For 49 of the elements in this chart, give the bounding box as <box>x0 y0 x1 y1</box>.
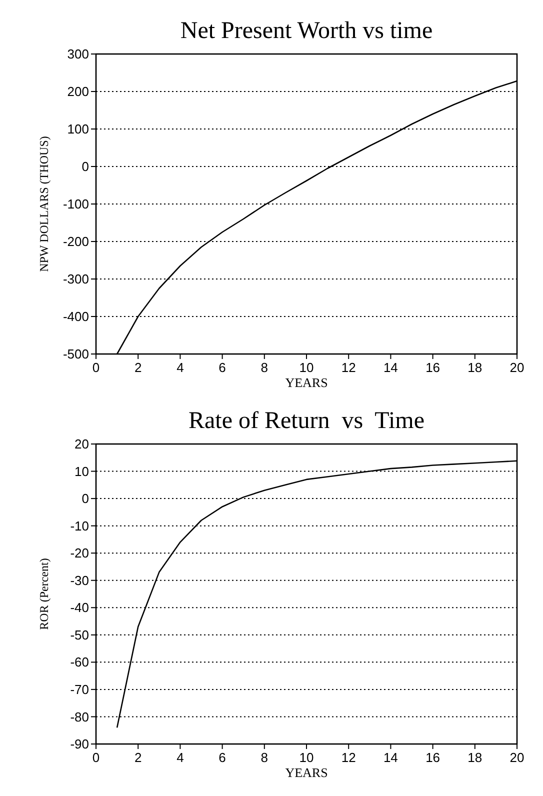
y-tick-label: -80 <box>70 709 89 724</box>
y-tick-label: -20 <box>70 546 89 561</box>
x-tick-label: 6 <box>218 360 226 375</box>
x-tick-label: 20 <box>510 360 524 375</box>
y-tick-label: -60 <box>70 654 89 670</box>
x-tick-label: 2 <box>134 360 142 375</box>
x-tick-label: 4 <box>176 360 184 375</box>
x-tick-label: 6 <box>218 750 226 765</box>
x-tick-label: 8 <box>260 750 268 765</box>
y-tick-label: -400 <box>62 309 89 324</box>
x-tick-label: 14 <box>383 360 398 375</box>
y-tick-label: -300 <box>62 272 89 287</box>
x-tick-label: 20 <box>510 750 524 765</box>
y-tick-label: -500 <box>62 346 89 362</box>
y-tick-label: 300 <box>67 46 89 62</box>
x-tick-label: 12 <box>341 750 356 765</box>
y-axis-title: ROR (Percent) <box>37 558 51 630</box>
y-tick-label: 100 <box>67 122 89 137</box>
x-axis-title: YEARS <box>285 375 328 390</box>
y-tick-label: -100 <box>62 196 89 212</box>
x-tick-label: 0 <box>92 750 100 765</box>
y-tick-label: -30 <box>70 572 89 588</box>
y-tick-label: -70 <box>70 682 89 698</box>
x-tick-label: 10 <box>299 360 314 375</box>
y-axis-title: NPW DOLLARS (THOUS) <box>37 136 51 272</box>
y-tick-label: -10 <box>70 518 89 534</box>
y-tick-label: -50 <box>70 627 89 642</box>
x-tick-label: 2 <box>134 750 142 765</box>
x-tick-label: 16 <box>426 750 440 765</box>
x-tick-label: 0 <box>92 360 100 375</box>
y-tick-label: 20 <box>74 436 89 452</box>
y-tick-label: -200 <box>62 234 89 250</box>
x-tick-label: 14 <box>383 750 398 765</box>
x-tick-label: 18 <box>468 750 482 765</box>
x-tick-label: 12 <box>341 360 356 375</box>
y-tick-label: 0 <box>82 159 89 174</box>
x-axis-title: YEARS <box>285 765 328 780</box>
x-tick-label: 4 <box>176 750 184 765</box>
chart-title: Rate of Return vs Time <box>188 408 425 434</box>
chart-title: Net Present Worth vs time <box>180 18 433 44</box>
y-tick-label: 10 <box>74 464 89 479</box>
y-tick-label: 200 <box>67 84 89 100</box>
y-tick-label: 0 <box>82 491 89 506</box>
x-tick-label: 10 <box>299 750 314 765</box>
x-tick-label: 16 <box>426 360 440 375</box>
y-tick-label: -40 <box>70 600 89 616</box>
x-tick-label: 8 <box>260 360 268 375</box>
x-tick-label: 18 <box>468 360 482 375</box>
y-tick-label: -90 <box>70 736 89 752</box>
